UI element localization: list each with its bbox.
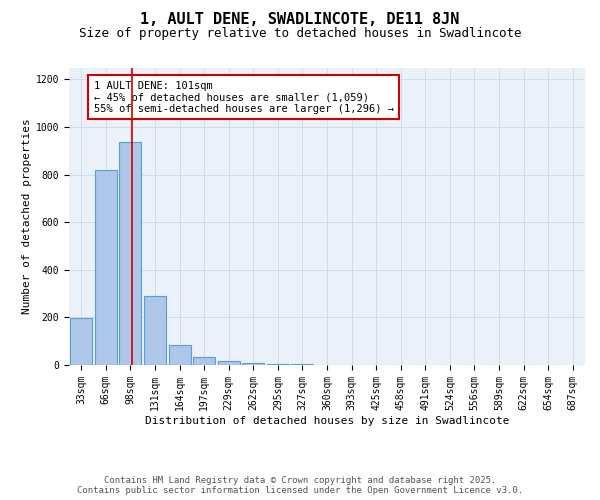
Bar [70,318,92,365]
Text: 1 AULT DENE: 101sqm
← 45% of detached houses are smaller (1,059)
55% of semi-det: 1 AULT DENE: 101sqm ← 45% of detached ho… [94,80,394,114]
Bar [218,360,240,365]
Text: Contains HM Land Registry data © Crown copyright and database right 2025.
Contai: Contains HM Land Registry data © Crown c… [77,476,523,495]
Bar [169,345,191,365]
Bar [242,362,265,365]
Bar [193,356,215,365]
Bar [95,170,117,365]
Bar [292,364,313,365]
Y-axis label: Number of detached properties: Number of detached properties [22,118,32,314]
X-axis label: Distribution of detached houses by size in Swadlincote: Distribution of detached houses by size … [145,416,509,426]
Text: 1, AULT DENE, SWADLINCOTE, DE11 8JN: 1, AULT DENE, SWADLINCOTE, DE11 8JN [140,12,460,28]
Bar [144,296,166,365]
Bar [119,142,142,365]
Text: Size of property relative to detached houses in Swadlincote: Size of property relative to detached ho… [79,28,521,40]
Bar [267,364,289,365]
